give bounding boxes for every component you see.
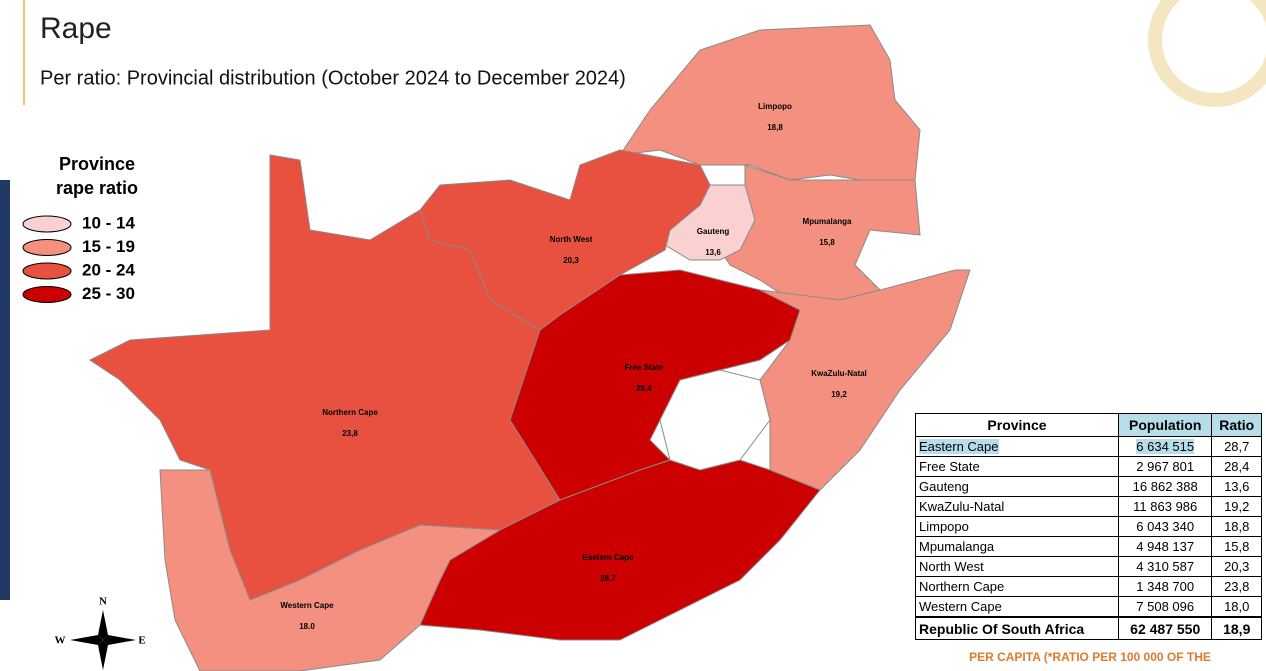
table-cell: 19,2	[1211, 496, 1262, 517]
table-row: Western Cape 7 508 096 18,0	[915, 596, 1262, 618]
legend-swatch	[22, 239, 72, 256]
table-cell: Northern Cape	[915, 576, 1119, 597]
table-cell: Eastern Cape	[915, 436, 1119, 457]
table-cell: 2 967 801	[1117, 456, 1213, 477]
table-row: North West 4 310 587 20,3	[915, 556, 1262, 577]
column-header: Province	[915, 413, 1119, 437]
total-cell: Republic Of South Africa	[915, 616, 1119, 640]
table-cell: 20,3	[1211, 556, 1262, 577]
table-cell: 6 043 340	[1117, 516, 1213, 537]
table-cell: 28,4	[1211, 456, 1262, 477]
table-header: Province Population Ratio	[915, 413, 1262, 437]
province-value: 19,2	[831, 390, 847, 399]
province-name: Mpumalanga	[803, 217, 852, 226]
legend-label: 20 - 24	[82, 260, 135, 279]
table-cell: 18,8	[1211, 516, 1262, 537]
table-cell: 13,6	[1211, 476, 1262, 497]
table-cell: Gauteng	[915, 476, 1119, 497]
table-cell: Free State	[915, 456, 1119, 477]
table-row: Mpumalanga 4 948 137 15,8	[915, 536, 1262, 557]
table-row: Gauteng 16 862 388 13,6	[915, 476, 1262, 497]
province-name: Limpopo	[758, 102, 792, 111]
footnote: PER CAPITA (*RATIO PER 100 000 OF THE	[969, 650, 1211, 664]
province-name: Western Cape	[280, 601, 334, 610]
compass-w: W	[55, 635, 66, 647]
total-cell: 18,9	[1211, 616, 1262, 640]
table-cell: 16 862 388	[1117, 476, 1213, 497]
legend-label: 15 - 19	[82, 237, 135, 256]
province-value: 28,7	[600, 574, 616, 583]
table-cell: Mpumalanga	[915, 536, 1119, 557]
table-total: Republic Of South Africa 62 487 550 18,9	[915, 616, 1262, 640]
province	[159, 469, 502, 671]
legend-swatch	[22, 286, 72, 303]
province-name: Free State	[625, 363, 664, 372]
table-cell: 4 948 137	[1117, 536, 1213, 557]
table-cell: KwaZulu-Natal	[915, 496, 1119, 517]
lesotho	[659, 369, 771, 471]
province-value: 18.0	[299, 622, 315, 631]
province-name: North West	[550, 235, 593, 244]
legend: Province rape ratio 10 - 14 15 - 19 20 - 2…	[22, 154, 138, 303]
legend-label: 25 - 30	[82, 284, 135, 303]
table-row: Eastern Cape 6 634 515 28,7	[915, 436, 1262, 457]
table-row: Northern Cape 1 348 700 23,8	[915, 576, 1262, 597]
compass-n: N	[99, 596, 107, 608]
province-value: 20,3	[563, 256, 579, 265]
table-cell: 7 508 096	[1117, 596, 1213, 618]
column-header: Ratio	[1211, 413, 1262, 437]
table-cell: Western Cape	[915, 596, 1119, 618]
province	[719, 164, 921, 301]
emblem	[1148, 0, 1266, 107]
table-cell: 28,7	[1211, 436, 1262, 457]
table-cell: 23,8	[1211, 576, 1262, 597]
province-value: 23,8	[342, 429, 358, 438]
column-header: Population	[1117, 413, 1213, 437]
side-stripe	[0, 180, 10, 600]
total-cell: 62 487 550	[1117, 616, 1213, 640]
legend-label: 10 - 14	[82, 213, 135, 232]
table-cell: 6 634 515	[1117, 436, 1213, 457]
title: Rape	[40, 12, 112, 45]
province-name: Northern Cape	[322, 408, 378, 417]
table-cell: 11 863 986	[1117, 496, 1213, 517]
legend-swatch	[22, 215, 72, 233]
table-cell: North West	[915, 556, 1119, 577]
province	[759, 269, 971, 491]
province-name: KwaZulu-Natal	[811, 369, 867, 378]
legend-swatch	[22, 262, 72, 280]
compass-e: E	[138, 635, 145, 647]
province-value: 15,8	[819, 238, 835, 247]
legend-title: Province	[59, 154, 135, 174]
province-name: Gauteng	[697, 227, 730, 236]
table-row: Limpopo 6 043 340 18,8	[915, 516, 1262, 537]
map	[89, 24, 971, 671]
table-row: KwaZulu-Natal 11 863 986 19,2	[915, 496, 1262, 517]
table-row: Free State 2 967 801 28,4	[915, 456, 1262, 477]
table-cell: 15,8	[1211, 536, 1262, 557]
legend-title: rape ratio	[56, 178, 138, 198]
table-cell: Limpopo	[915, 516, 1119, 537]
province-value: 13,6	[705, 248, 721, 257]
province-value: 18,8	[767, 123, 783, 132]
data-table: Province Population Ratio Eastern Cape 6 634…	[915, 413, 1262, 640]
compass: N W E	[55, 596, 146, 670]
province-name: Eastern Cape	[582, 553, 634, 562]
province-value: 28,4	[636, 384, 652, 393]
table-cell: 1 348 700	[1117, 576, 1213, 597]
subtitle: Per ratio: Provincial distribution (Octo…	[40, 67, 626, 89]
table-cell: 4 310 587	[1117, 556, 1213, 577]
region-labels: Limpopo 18,8 Mpumalanga 15,8 Gauteng 13,6 Nort…	[280, 102, 866, 631]
table-cell: 18,0	[1211, 596, 1262, 618]
